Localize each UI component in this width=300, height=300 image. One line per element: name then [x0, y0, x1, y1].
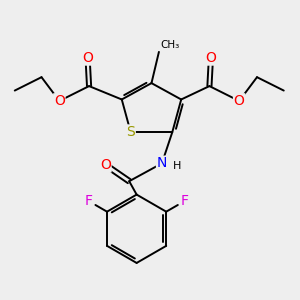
Text: O: O — [206, 51, 216, 65]
Text: O: O — [100, 158, 111, 172]
Text: O: O — [234, 94, 244, 108]
Text: O: O — [54, 94, 65, 108]
Text: F: F — [181, 194, 189, 208]
Text: O: O — [82, 51, 93, 65]
Text: F: F — [84, 194, 92, 208]
Text: H: H — [173, 161, 182, 171]
Text: N: N — [157, 156, 167, 170]
Text: CH₃: CH₃ — [160, 40, 180, 50]
Text: S: S — [126, 125, 135, 139]
